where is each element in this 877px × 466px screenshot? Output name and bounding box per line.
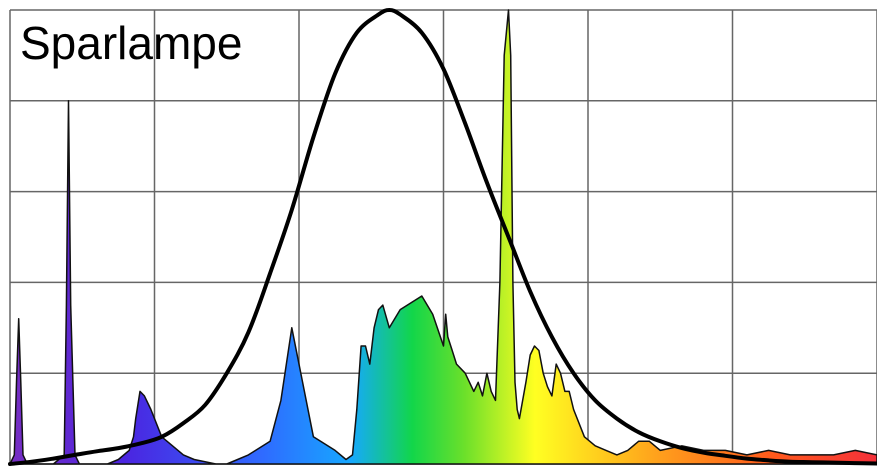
- curve-layer: [8, 7, 877, 466]
- spectrum-area: [9, 9, 877, 465]
- spectrum-layer: [9, 9, 877, 465]
- chart-title: Sparlampe: [20, 17, 243, 69]
- sensitivity-curve: [8, 7, 877, 466]
